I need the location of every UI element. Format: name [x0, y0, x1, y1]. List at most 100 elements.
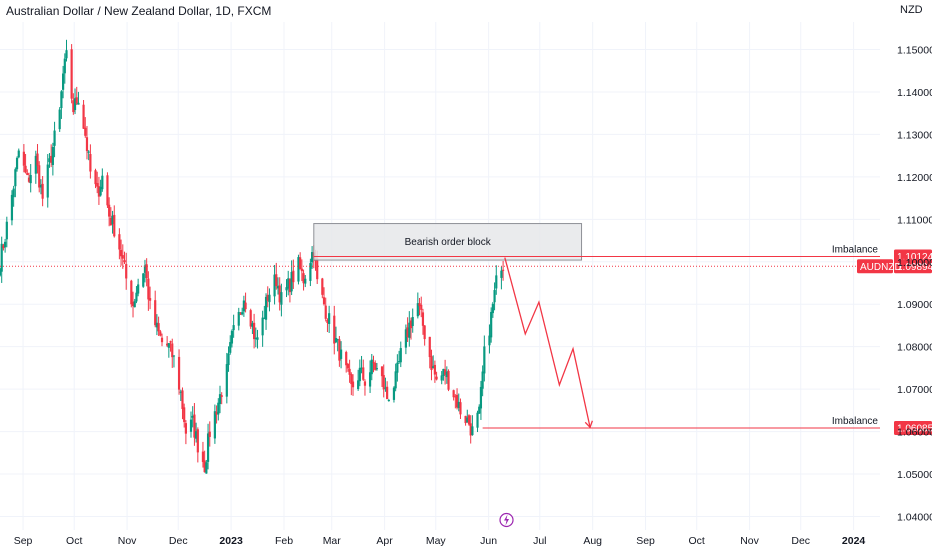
- candle-body: [488, 335, 491, 346]
- candle-body: [84, 127, 87, 136]
- candle-body: [399, 348, 402, 363]
- candle-body: [478, 406, 481, 414]
- candle-body: [333, 315, 336, 344]
- candle-body: [370, 359, 373, 375]
- candle-body: [96, 183, 99, 187]
- candle-body: [29, 175, 32, 184]
- candle-body: [263, 317, 266, 319]
- time-tick-label: Aug: [583, 535, 602, 547]
- candle-body: [108, 204, 111, 217]
- candle-body: [495, 275, 498, 289]
- lightning-icon[interactable]: [499, 512, 514, 528]
- candle-body: [220, 395, 223, 397]
- time-tick-label: Mar: [323, 535, 342, 547]
- candle-body: [285, 287, 288, 291]
- imbalance-price-tag-upper-text: 1.10124: [897, 252, 932, 263]
- candle-body: [299, 257, 302, 270]
- candle-body: [476, 412, 479, 428]
- candle-body: [362, 367, 365, 380]
- candle-body: [12, 188, 15, 198]
- candle-body: [490, 311, 493, 338]
- candle-body: [27, 177, 31, 182]
- chart-grid: [0, 22, 880, 530]
- candle-body: [191, 415, 194, 418]
- candle-body: [310, 252, 314, 263]
- candle-body: [256, 337, 259, 340]
- candle-body: [203, 460, 206, 473]
- candle-body: [242, 300, 245, 312]
- projection-arrow-path: [504, 257, 591, 428]
- candle-body: [328, 313, 331, 324]
- candle-body: [48, 158, 51, 163]
- candle-body: [119, 249, 123, 257]
- candle-body: [142, 273, 145, 287]
- candle-body: [502, 269, 505, 271]
- candle-body: [275, 274, 278, 287]
- current-price-tag-bg: [894, 259, 932, 274]
- candle-body: [363, 381, 367, 386]
- candle-body: [387, 399, 390, 402]
- candle-body: [254, 337, 257, 340]
- candle-body: [380, 366, 384, 377]
- price-tick-label: 1.15000: [897, 45, 932, 57]
- candle-body: [500, 270, 503, 278]
- candle-body: [278, 285, 281, 303]
- candle-body: [479, 386, 483, 409]
- candle-body: [467, 415, 471, 425]
- candle-body: [447, 370, 450, 390]
- candle-body: [206, 433, 210, 462]
- order-block-box: [313, 223, 583, 261]
- candle-body: [36, 153, 39, 166]
- candle-body: [205, 462, 208, 474]
- time-tick-label: Jun: [480, 535, 497, 547]
- candle-body: [147, 278, 150, 300]
- candle-body: [89, 153, 92, 172]
- candle-body: [290, 271, 293, 292]
- candle-body: [493, 290, 496, 303]
- candle-body: [351, 381, 355, 388]
- candle-body: [72, 100, 75, 113]
- candle-body: [244, 302, 247, 310]
- candle-body: [4, 241, 7, 248]
- candle-body: [130, 280, 133, 305]
- time-tick-label: Sep: [636, 535, 655, 547]
- candle-body: [65, 50, 68, 59]
- candle-body: [218, 394, 222, 404]
- candle-body: [404, 329, 407, 348]
- candle-body: [346, 363, 350, 369]
- price-tick-label: 1.07000: [897, 384, 932, 396]
- candle-body: [10, 194, 14, 221]
- candle-body: [232, 325, 235, 331]
- candle-body: [184, 423, 187, 434]
- price-tick-label: 1.09000: [897, 299, 932, 311]
- candle-body: [24, 165, 27, 173]
- imbalance-label-upper: Imbalance: [832, 245, 879, 256]
- time-tick-label: Dec: [791, 535, 810, 547]
- time-tick-label: Dec: [169, 535, 188, 547]
- price-tick-label: 1.10000: [897, 257, 932, 269]
- candle-body: [304, 278, 307, 284]
- chart-title: Australian Dollar / New Zealand Dollar, …: [6, 4, 272, 18]
- current-price-tag-text: 1.09894: [897, 262, 932, 273]
- candle-body: [60, 91, 63, 109]
- candle-body: [41, 183, 44, 199]
- candle-body: [189, 419, 193, 432]
- candle-body: [483, 346, 486, 374]
- candle-body: [345, 352, 348, 366]
- candle-body: [338, 339, 341, 361]
- time-tick-label: Nov: [118, 535, 137, 547]
- candle-body: [469, 423, 472, 436]
- candle-body: [432, 366, 435, 368]
- price-tick-label: 1.04000: [897, 512, 932, 524]
- candle-body: [276, 286, 280, 289]
- candle-body: [411, 317, 414, 327]
- candle-body: [435, 376, 438, 380]
- candle-body: [227, 353, 230, 366]
- candle-body: [0, 243, 3, 272]
- candle-body: [181, 390, 184, 409]
- candlestick-series: [0, 39, 505, 474]
- candle-body: [229, 342, 232, 353]
- annotation-layer: Bearish order block Imbalance Imbalance 1.1…: [0, 223, 932, 528]
- imbalance-price-tag-lower-text: 1.06085: [897, 423, 932, 434]
